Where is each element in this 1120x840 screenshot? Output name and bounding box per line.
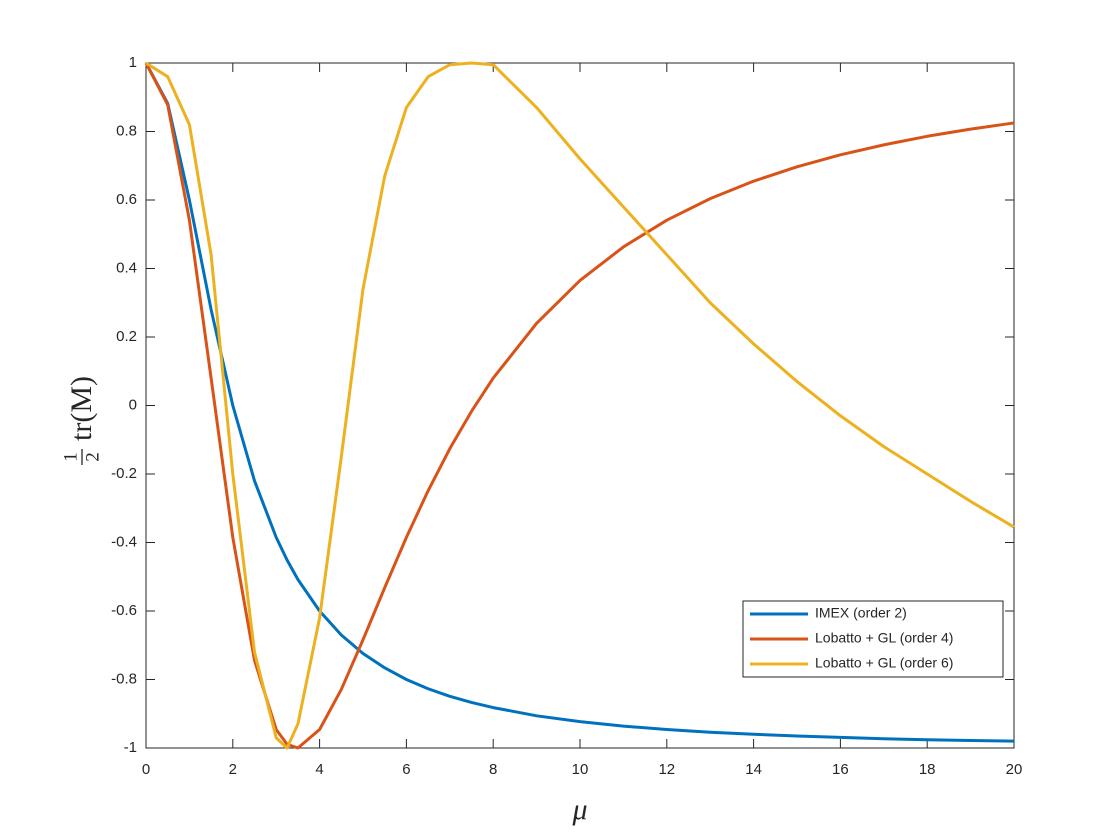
x-tick-label: 20: [1006, 761, 1023, 778]
y-tick-label: 0: [129, 396, 137, 413]
x-tick-label: 10: [572, 761, 589, 778]
y-tick-label: -0.4: [111, 533, 137, 550]
y-tick-label: -0.8: [111, 670, 137, 687]
x-tick-label: 16: [832, 761, 849, 778]
series-line: [145, 61, 1015, 750]
x-tick-label: 18: [919, 761, 936, 778]
y-tick-label: -0.2: [111, 465, 137, 482]
y-tick-label: -1: [124, 739, 137, 756]
x-tick-label: 14: [745, 761, 762, 778]
x-tick-label: 0: [142, 761, 150, 778]
x-axis-label: μ: [571, 793, 587, 826]
y-label-denominator: 2: [82, 452, 103, 462]
y-tick-label: 0.4: [116, 259, 137, 276]
legend-label: Lobatto + GL (order 4): [815, 630, 953, 646]
legend: IMEX (order 2) Lobatto + GL (order 4) Loba…: [742, 600, 1004, 678]
x-tick-label: 8: [489, 761, 497, 778]
axes-box: [145, 62, 1015, 749]
series-line: [144, 62, 1015, 750]
x-tick-label: 4: [315, 761, 323, 778]
y-label-text: tr(M): [65, 376, 98, 441]
y-tick-label: -0.6: [111, 602, 137, 619]
legend-label: Lobatto + GL (order 6): [815, 655, 953, 671]
y-tick-label: 0.6: [116, 191, 137, 208]
series-line: [144, 62, 1015, 743]
y-tick-label: 0.2: [116, 328, 137, 345]
x-tick-label: 12: [658, 761, 675, 778]
legend-label: IMEX (order 2): [815, 605, 907, 621]
x-tick-label: 2: [229, 761, 237, 778]
y-tick-label: 0.8: [116, 122, 137, 139]
y-label-numerator: 1: [60, 452, 81, 462]
x-tick-label: 6: [402, 761, 410, 778]
y-tick-label: 1: [129, 54, 137, 71]
y-axis-label: 1 2 tr(M): [60, 376, 103, 465]
